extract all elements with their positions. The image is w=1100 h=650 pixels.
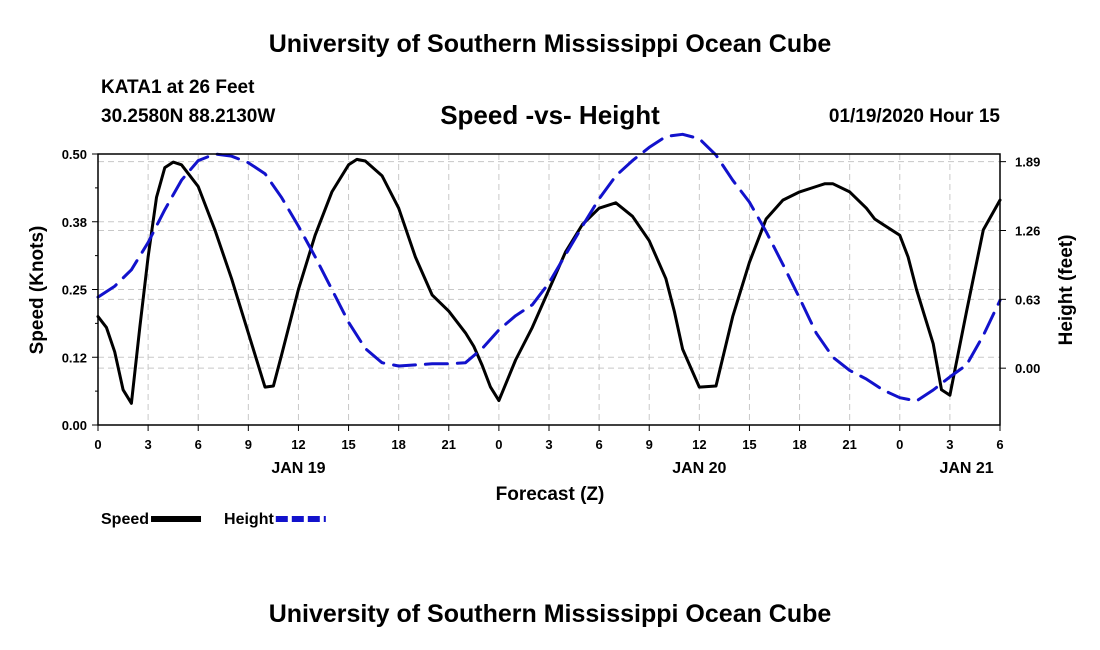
forecast-timestamp: 01/19/2020 Hour 15 xyxy=(828,106,1000,127)
x-tick-label: 0 xyxy=(94,437,101,452)
axes: 0 3 6 9 12 15 18 21 0 3 6 9 12 15 18 21 0 3 6 JAN 19 JAN 20 J… xyxy=(62,147,1041,477)
x-tick-label: 0 xyxy=(495,437,502,452)
x-tick-label: 9 xyxy=(245,437,252,452)
grid-lines xyxy=(98,154,1000,425)
legend: Speed Height xyxy=(101,511,326,528)
y2-tick-label: 0.63 xyxy=(1015,292,1040,307)
y2-tick-label: 0.00 xyxy=(1015,361,1040,376)
date-label: JAN 20 xyxy=(672,460,726,477)
x-tick-label: 0 xyxy=(896,437,903,452)
x-tick-label: 6 xyxy=(195,437,202,452)
x-tick-label: 3 xyxy=(545,437,552,452)
x-tick-label: 21 xyxy=(842,437,856,452)
legend-label-height: Height xyxy=(224,511,274,528)
x-tick-label: 18 xyxy=(792,437,806,452)
y2-axis-label: Height (feet) xyxy=(1056,235,1077,346)
chart-title: Speed -vs- Height xyxy=(440,100,660,130)
y-tick-label: 0.12 xyxy=(62,350,87,365)
x-tick-label: 6 xyxy=(996,437,1003,452)
x-tick-label: 6 xyxy=(595,437,602,452)
x-tick-label: 9 xyxy=(646,437,653,452)
y-tick-label: 0.50 xyxy=(62,147,87,162)
x-axis-label: Forecast (Z) xyxy=(496,484,605,505)
station-label: KATA1 at 26 Feet xyxy=(101,77,255,98)
y2-tick-label: 1.26 xyxy=(1015,223,1040,238)
y2-tick-label: 1.89 xyxy=(1015,155,1040,170)
x-tick-label: 21 xyxy=(442,437,456,452)
date-label: JAN 19 xyxy=(271,460,325,477)
y-tick-label: 0.38 xyxy=(62,215,87,230)
x-tick-label: 12 xyxy=(291,437,305,452)
page-title: University of Southern Mississippi Ocean… xyxy=(268,30,832,58)
footer-title: University of Southern Mississippi Ocean… xyxy=(268,600,832,628)
x-tick-label: 12 xyxy=(692,437,706,452)
x-tick-label: 15 xyxy=(742,437,756,452)
height-series-line xyxy=(96,132,1002,403)
x-tick-label: 3 xyxy=(946,437,953,452)
legend-label-speed: Speed xyxy=(101,511,149,528)
date-label: JAN 21 xyxy=(939,460,993,477)
y-axis-label: Speed (Knots) xyxy=(27,226,48,355)
speed-series-line xyxy=(96,157,1002,405)
x-tick-label: 15 xyxy=(341,437,355,452)
y-tick-label: 0.25 xyxy=(62,283,87,298)
plot-series xyxy=(96,132,1002,405)
x-tick-label: 3 xyxy=(144,437,151,452)
y-tick-label: 0.00 xyxy=(62,418,87,433)
station-coordinates: 30.2580N 88.2130W xyxy=(101,106,276,127)
x-tick-label: 18 xyxy=(391,437,405,452)
